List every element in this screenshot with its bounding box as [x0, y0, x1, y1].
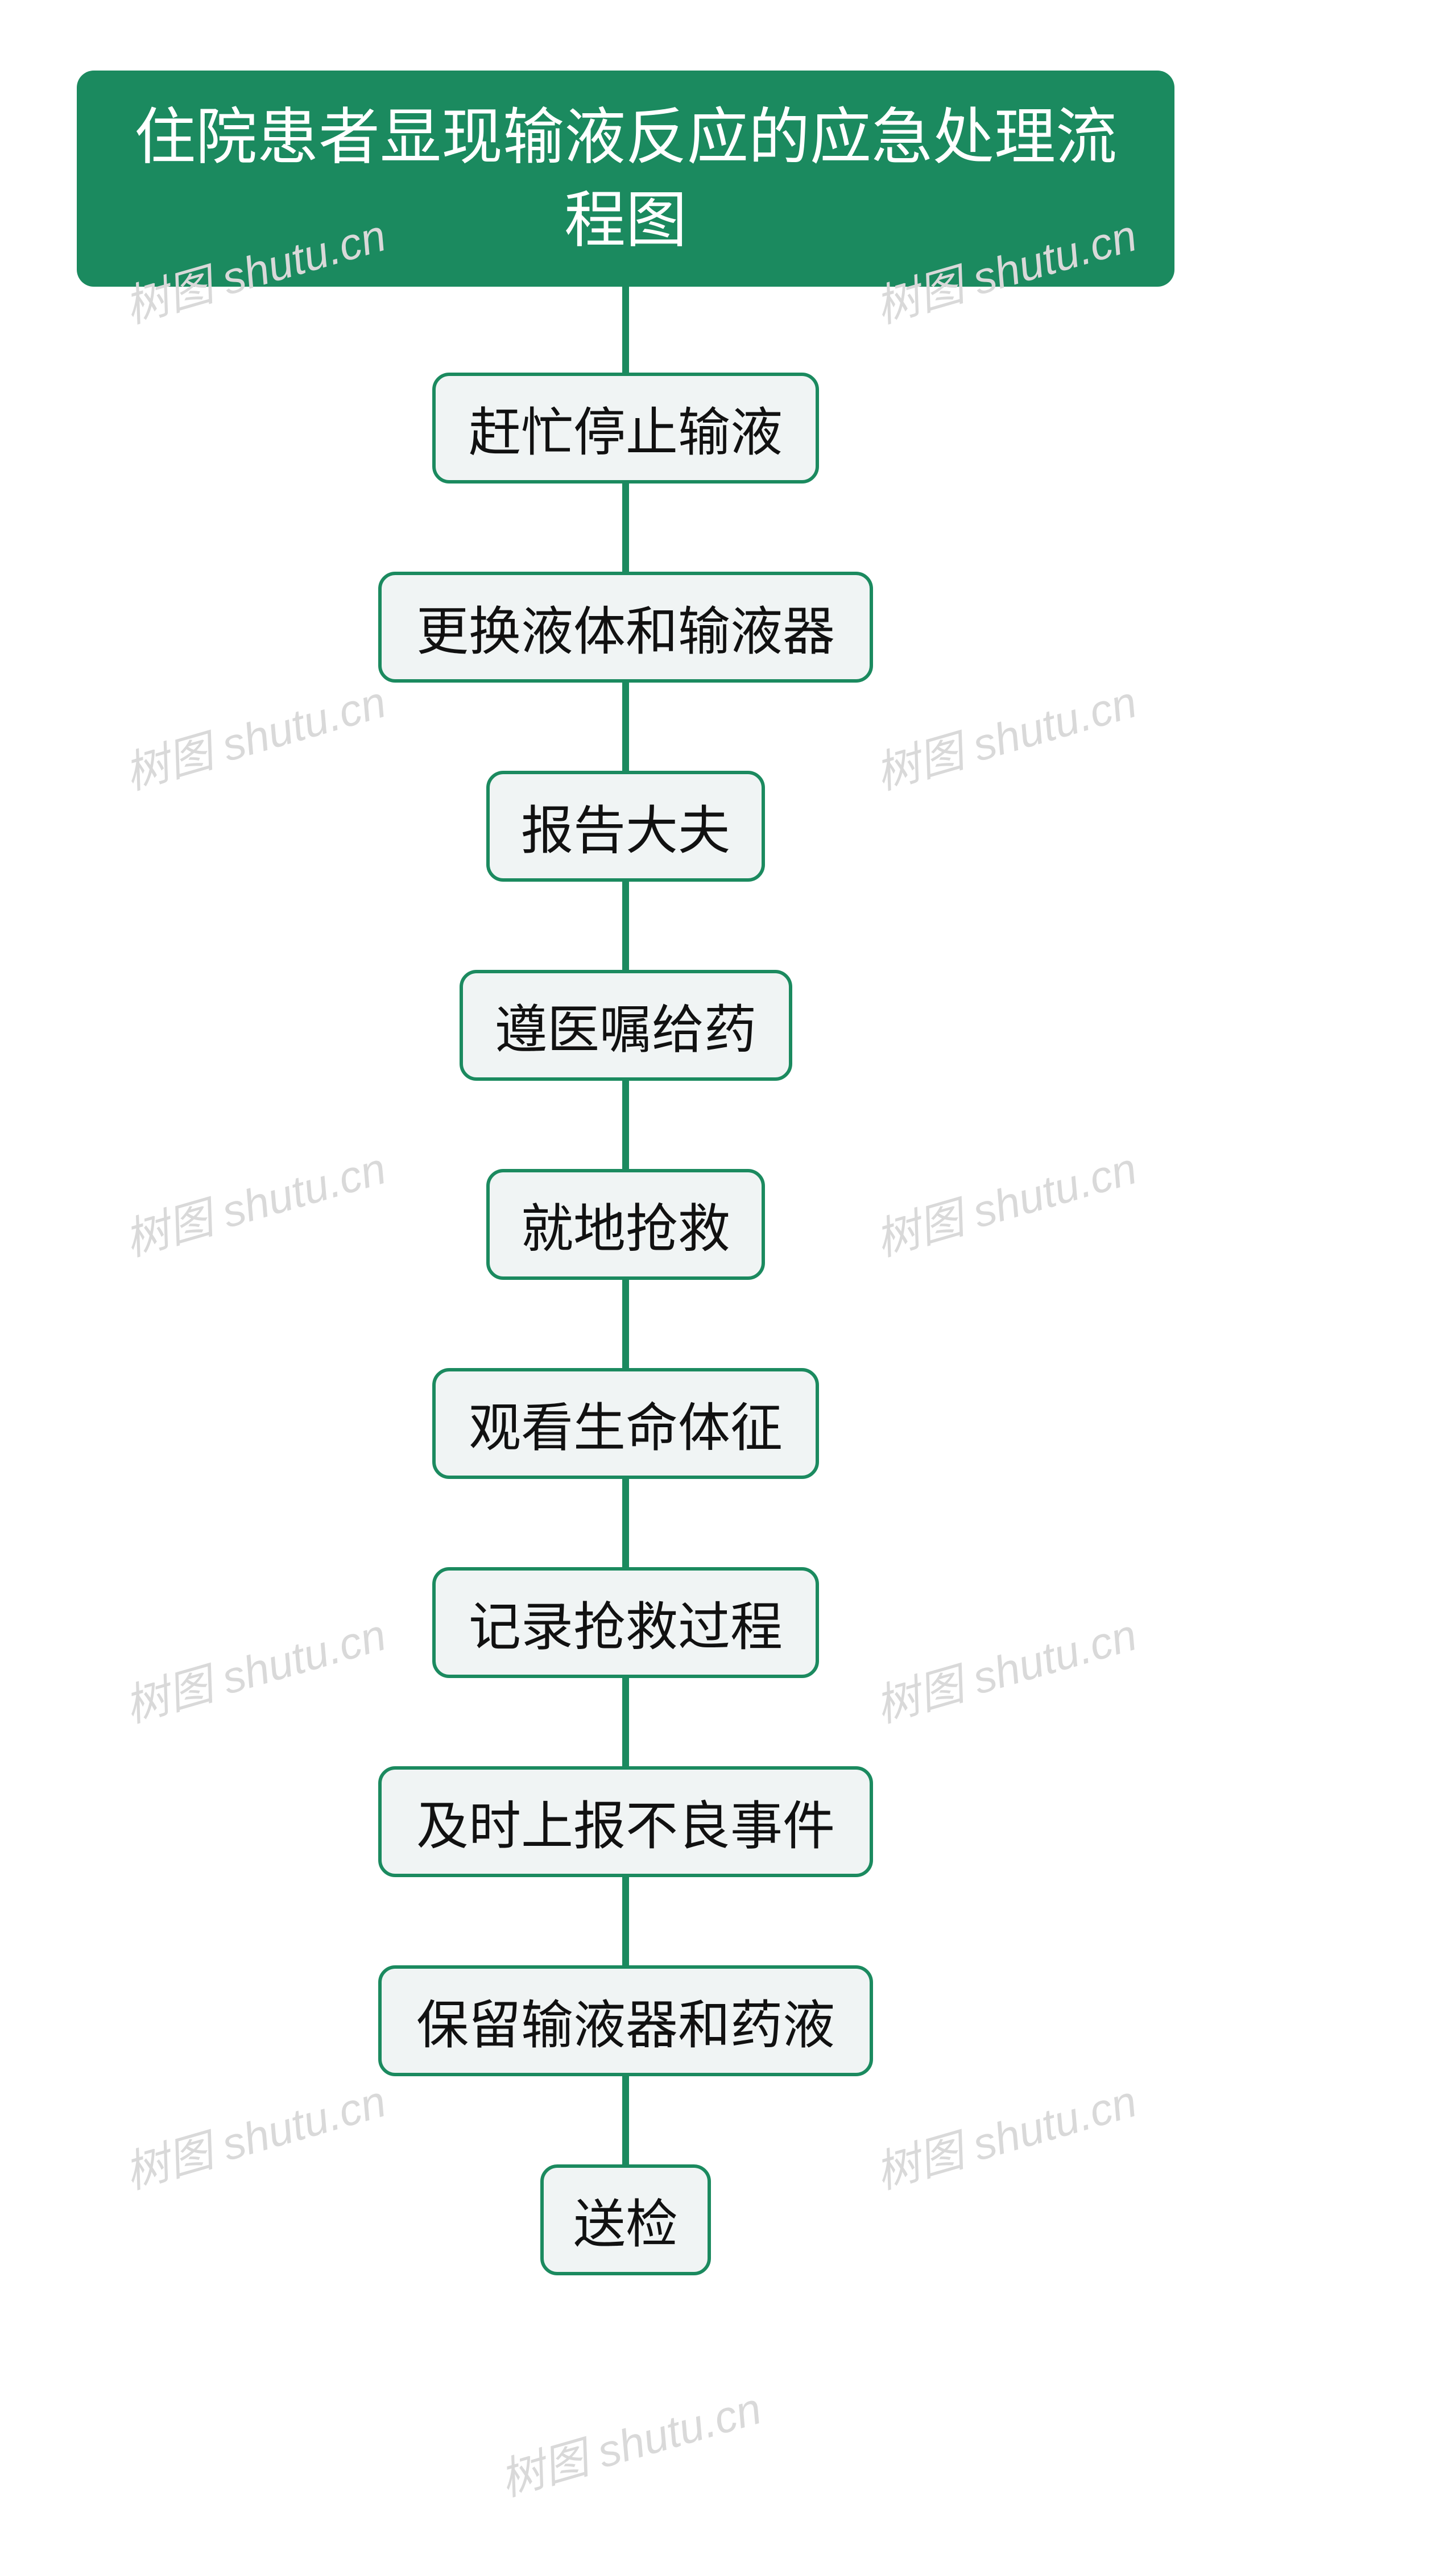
watermark-text: 树图 shutu.cn	[870, 676, 1142, 799]
flow-step-label: 记录抢救过程	[469, 1585, 783, 1660]
flow-step: 更换液体和输液器	[378, 572, 873, 683]
connector	[622, 683, 629, 771]
flow-step: 赶忙停止输液	[432, 373, 819, 484]
flowchart-canvas: 住院患者显现输液反应的应急处理流程图 赶忙停止输液 更换液体和输液器 报告大夫 …	[0, 0, 1456, 2566]
flow-step-label: 更换液体和输液器	[416, 589, 835, 665]
connector	[622, 882, 629, 970]
flow-step-label: 保留输液器和药液	[416, 1983, 835, 2059]
flow-step: 观看生命体征	[432, 1368, 819, 1479]
connector	[622, 287, 629, 373]
connector	[622, 2076, 629, 2164]
flow-step: 就地抢救	[486, 1169, 765, 1280]
flow-step: 报告大夫	[486, 771, 765, 882]
watermark: 树图 shutu.cn	[117, 2066, 392, 2201]
watermark: 树图 shutu.cn	[117, 1600, 392, 1735]
flow-step-label: 报告大夫	[521, 788, 730, 864]
connector	[622, 1280, 629, 1368]
flow-step: 及时上报不良事件	[378, 1766, 873, 1877]
flow-step: 记录抢救过程	[432, 1567, 819, 1678]
flow-step-label: 观看生命体征	[469, 1386, 783, 1461]
flow-step: 送检	[540, 2164, 711, 2275]
flow-step-label: 就地抢救	[521, 1187, 730, 1262]
flow-step-label: 及时上报不良事件	[416, 1784, 835, 1860]
connector	[622, 1081, 629, 1169]
flow-step-label: 赶忙停止输液	[469, 390, 783, 466]
flow-step-label: 遵医嘱给药	[495, 987, 756, 1063]
watermark-text: 树图 shutu.cn	[119, 1609, 391, 1732]
watermark-text: 树图 shutu.cn	[495, 2383, 767, 2505]
watermark-text: 树图 shutu.cn	[870, 2076, 1142, 2198]
connector	[622, 1479, 629, 1567]
flow-title-text: 住院患者显现输液反应的应急处理流程图	[111, 96, 1140, 262]
watermark: 树图 shutu.cn	[867, 1133, 1143, 1268]
flow-step-label: 送检	[573, 2182, 678, 2258]
watermark: 树图 shutu.cn	[492, 2373, 768, 2509]
flow-step: 保留输液器和药液	[378, 1965, 873, 2076]
flow-step: 遵医嘱给药	[460, 970, 792, 1081]
connector	[622, 1678, 629, 1766]
connector	[622, 484, 629, 572]
watermark-text: 树图 shutu.cn	[870, 1609, 1142, 1732]
flow-title: 住院患者显现输液反应的应急处理流程图	[77, 71, 1174, 287]
watermark-text: 树图 shutu.cn	[119, 676, 391, 799]
watermark: 树图 shutu.cn	[117, 1133, 392, 1268]
connector	[622, 1877, 629, 1965]
watermark: 树图 shutu.cn	[117, 667, 392, 802]
watermark-text: 树图 shutu.cn	[119, 2076, 391, 2198]
watermark: 树图 shutu.cn	[867, 2066, 1143, 2201]
watermark-text: 树图 shutu.cn	[870, 1143, 1142, 1265]
watermark: 树图 shutu.cn	[867, 1600, 1143, 1735]
watermark-text: 树图 shutu.cn	[119, 1143, 391, 1265]
watermark: 树图 shutu.cn	[867, 667, 1143, 802]
